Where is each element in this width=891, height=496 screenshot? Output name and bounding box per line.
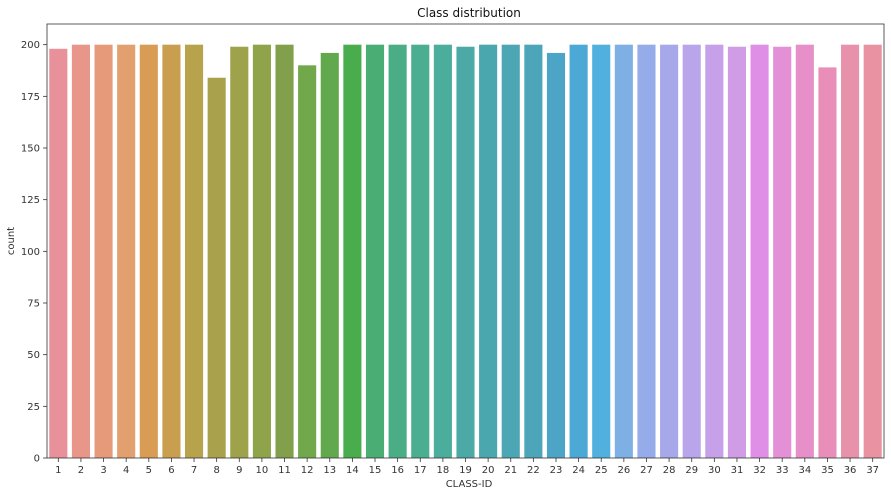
- y-tick-label-200: 200: [21, 40, 40, 51]
- bar-class-6: [162, 44, 181, 459]
- bar-class-9: [230, 46, 249, 458]
- bar-class-18: [433, 44, 452, 459]
- bar-class-34: [795, 44, 814, 459]
- x-tick-label-10: 10: [256, 465, 269, 476]
- x-axis-label: CLASS-ID: [446, 479, 493, 490]
- x-axis: 1 2 3 4 5 6 7 8 9 10 11 12 13 14 15 16 17 18 19 20 21 22 23 24 2…: [55, 458, 879, 476]
- x-tick-label-15: 15: [369, 465, 382, 476]
- bar-class-28: [660, 44, 679, 459]
- x-tick-label-22: 22: [527, 465, 540, 476]
- bar-class-29: [682, 44, 701, 459]
- bar-class-21: [501, 44, 520, 459]
- x-tick-label-35: 35: [821, 465, 834, 476]
- x-tick-label-26: 26: [617, 465, 630, 476]
- bar-class-1: [49, 48, 68, 459]
- x-tick-label-34: 34: [798, 465, 811, 476]
- bar-class-22: [524, 44, 543, 459]
- x-tick-label-33: 33: [776, 465, 789, 476]
- y-axis-label: count: [6, 227, 17, 255]
- x-tick-label-21: 21: [504, 465, 517, 476]
- bar-class-27: [637, 44, 656, 459]
- bar-class-3: [94, 44, 113, 459]
- x-tick-label-17: 17: [414, 465, 427, 476]
- x-tick-label-24: 24: [572, 465, 585, 476]
- x-tick-label-14: 14: [346, 465, 359, 476]
- x-tick-label-23: 23: [550, 465, 563, 476]
- chart-title: Class distribution: [417, 6, 521, 20]
- bar-class-24: [569, 44, 588, 459]
- bar-class-33: [773, 46, 792, 458]
- y-tick-label-100: 100: [21, 247, 40, 258]
- bar-class-16: [388, 44, 407, 459]
- y-tick-label-50: 50: [27, 350, 40, 361]
- bar-class-23: [546, 52, 566, 459]
- x-tick-label-31: 31: [731, 465, 744, 476]
- y-axis: 0 25 50 75 100 125 150 175 200: [21, 40, 47, 465]
- bar-class-11: [275, 44, 294, 459]
- bar-class-31: [727, 46, 747, 458]
- bar-class-7: [184, 44, 204, 459]
- bar-class-35: [818, 67, 837, 459]
- x-tick-label-13: 13: [323, 465, 336, 476]
- x-tick-label-8: 8: [213, 465, 219, 476]
- y-tick-label-25: 25: [27, 402, 40, 413]
- x-tick-label-25: 25: [595, 465, 608, 476]
- plot-frame: [46, 23, 885, 459]
- x-tick-label-2: 2: [78, 465, 84, 476]
- x-tick-label-18: 18: [437, 465, 450, 476]
- y-tick-label-175: 175: [21, 92, 40, 103]
- x-tick-label-4: 4: [123, 465, 129, 476]
- x-tick-label-6: 6: [168, 465, 174, 476]
- x-tick-label-29: 29: [685, 465, 698, 476]
- bar-class-5: [139, 44, 158, 459]
- bar-class-17: [411, 44, 430, 459]
- bar-class-26: [614, 44, 633, 459]
- bar-class-36: [841, 44, 860, 459]
- bar-class-13: [320, 52, 339, 459]
- y-tick-label-75: 75: [27, 299, 40, 310]
- x-tick-label-1: 1: [55, 465, 61, 476]
- x-tick-label-36: 36: [844, 465, 857, 476]
- bar-class-25: [592, 44, 611, 459]
- bar-class-19: [456, 46, 475, 458]
- bar-class-4: [117, 44, 136, 459]
- x-tick-label-9: 9: [236, 465, 242, 476]
- x-tick-label-19: 19: [459, 465, 472, 476]
- x-tick-label-3: 3: [100, 465, 106, 476]
- x-tick-label-28: 28: [663, 465, 676, 476]
- bar-class-32: [750, 44, 769, 459]
- x-tick-label-32: 32: [753, 465, 766, 476]
- bar-class-20: [479, 44, 498, 459]
- x-tick-label-11: 11: [278, 465, 291, 476]
- y-tick-label-125: 125: [21, 195, 40, 206]
- bar-class-8: [207, 77, 226, 458]
- bar-class-37: [863, 44, 882, 459]
- bar-class-12: [298, 65, 317, 458]
- x-tick-label-20: 20: [482, 465, 495, 476]
- x-tick-label-16: 16: [391, 465, 404, 476]
- y-tick-label-0: 0: [34, 454, 40, 465]
- x-tick-label-37: 37: [866, 465, 879, 476]
- bar-class-10: [252, 44, 271, 459]
- x-tick-label-5: 5: [146, 465, 152, 476]
- x-tick-label-30: 30: [708, 465, 721, 476]
- y-tick-label-150: 150: [21, 144, 40, 155]
- bar-class-15: [365, 44, 385, 459]
- bar-class-30: [705, 44, 724, 459]
- x-tick-label-7: 7: [191, 465, 197, 476]
- x-tick-label-12: 12: [301, 465, 314, 476]
- bar-class-14: [343, 44, 362, 459]
- bar-class-2: [71, 44, 90, 459]
- bars-group: [49, 44, 882, 459]
- x-tick-label-27: 27: [640, 465, 653, 476]
